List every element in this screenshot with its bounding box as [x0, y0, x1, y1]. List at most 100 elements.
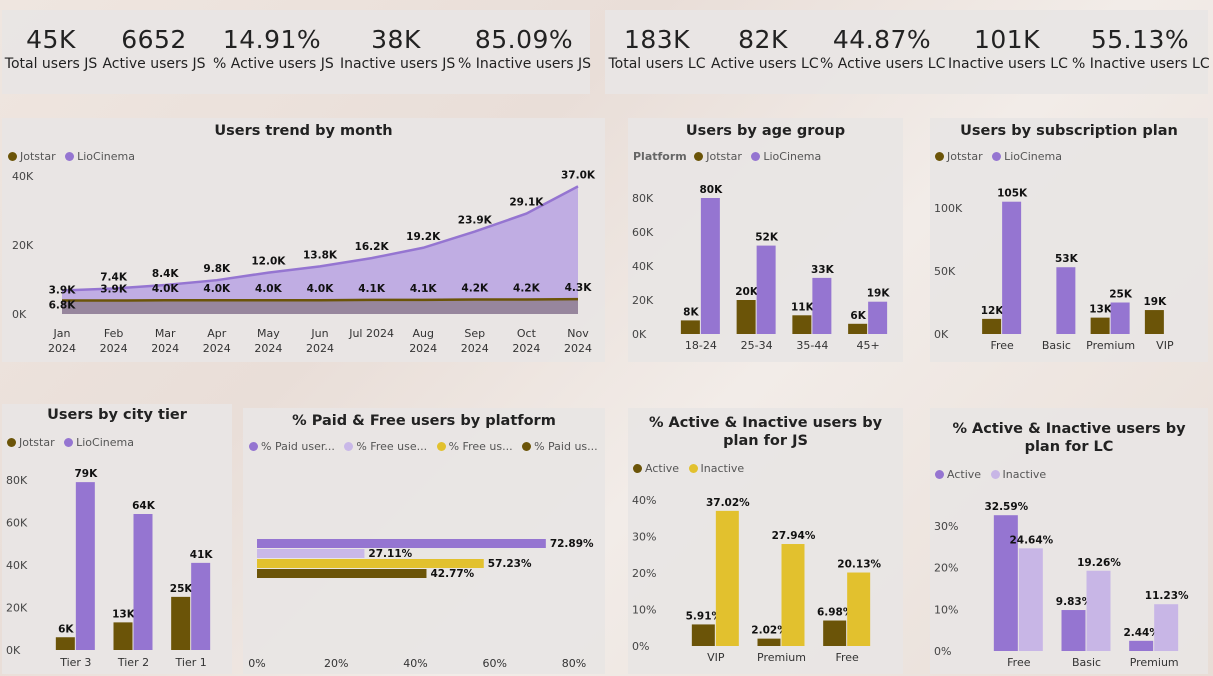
legend-item-jotstar[interactable]: Jotstar: [935, 150, 983, 163]
legend-dot: [633, 464, 642, 473]
legend-item-jotstar[interactable]: Jotstar: [694, 150, 742, 163]
bar-jotstar: [1090, 317, 1110, 334]
chart-plot: 80K 60K 40K 20K 0K 8K 80K 18-24 20K 52K 25-34 11K 33…: [632, 184, 890, 352]
legend: Jotstar LioCinema: [7, 436, 140, 449]
data-label: 79K: [74, 468, 98, 480]
legend: Jotstar LioCinema: [935, 150, 1068, 163]
data-label: 27.94%: [772, 530, 816, 542]
legend: % Paid user... % Free use... % Free us..…: [249, 440, 604, 453]
series-line-liocinema: [61, 185, 579, 292]
y-tick-label: 100K: [934, 202, 963, 215]
legend-label: LioCinema: [77, 150, 135, 163]
chart-title: % Active & Inactive users by plan for JS: [648, 415, 883, 449]
y-tick-label: 0K: [6, 644, 21, 657]
legend-item-pct-free-lc[interactable]: % Free use...: [344, 440, 427, 453]
x-tick-label: Apr: [207, 327, 227, 340]
x-tick-label: 2024: [203, 342, 231, 355]
data-label-liocinema: 16.2K: [355, 241, 390, 253]
legend-item-pct-paid-js[interactable]: % Paid us...: [522, 440, 598, 453]
data-label: 19K: [1144, 296, 1168, 308]
data-label: 33K: [811, 264, 835, 276]
data-label-liocinema: 12.0K: [251, 256, 286, 268]
legend-item-liocinema[interactable]: LioCinema: [65, 150, 135, 163]
chart-title: % Active & Inactive users by plan for LC: [952, 421, 1186, 455]
legend-dot: [751, 152, 761, 161]
x-tick-label: Jun: [310, 327, 328, 340]
x-tick-label: 2024: [564, 342, 592, 355]
data-label-liocinema: 8.4K: [152, 268, 180, 280]
y-tick-label: 10%: [632, 604, 656, 617]
chart-card-plan-lc: % Active & Inactive users by plan for LC…: [930, 408, 1208, 674]
legend-dot: [64, 438, 74, 447]
bar-liocinema: [700, 198, 720, 334]
legend-label: Active: [645, 462, 680, 475]
kpi-value: 183K: [623, 25, 691, 54]
x-tick-label: 2024: [254, 342, 282, 355]
kpi-card-js: [2, 10, 590, 94]
chart-title: Users by age group: [685, 123, 846, 139]
y-tick-label: 20K: [632, 294, 654, 307]
kpi-label: Active users JS: [102, 56, 206, 72]
x-tick-label: Jan: [53, 327, 71, 340]
x-tick-label: 2024: [100, 342, 128, 355]
legend-label: % Free use...: [356, 440, 428, 453]
data-label-jotstar: 4.3K: [565, 282, 593, 294]
kpi-card-lc: [605, 10, 1208, 94]
legend-item-active[interactable]: Active: [935, 468, 981, 481]
legend-dot: [688, 464, 698, 473]
x-tick-label: VIP: [707, 651, 725, 664]
bar--free-use-: [257, 549, 365, 558]
legend-item-pct-paid-lc[interactable]: % Paid user...: [249, 440, 335, 453]
data-label: 52K: [755, 232, 779, 244]
y-tick-label: 20%: [632, 567, 656, 580]
bar-active: [691, 624, 715, 646]
legend-label: Inactive: [700, 462, 745, 475]
x-tick-label: Free: [990, 339, 1014, 352]
data-label-liocinema: 19.2K: [406, 231, 441, 243]
legend-item-jotstar[interactable]: Jotstar: [8, 150, 56, 163]
series-line-jotstar: [62, 297, 579, 302]
y-tick-label: 40K: [6, 559, 28, 572]
kpi-label: % Active users LC: [820, 56, 946, 72]
bar-active: [757, 638, 781, 646]
data-label-liocinema: 13.8K: [303, 249, 338, 261]
legend: Jotstar LioCinema: [8, 150, 141, 163]
y-tick-label: 60K: [6, 517, 28, 530]
legend-dot: [935, 152, 944, 161]
legend-item-liocinema[interactable]: LioCinema: [751, 150, 821, 163]
legend-item-liocinema[interactable]: LioCinema: [64, 436, 134, 449]
x-tick-label: 2024: [512, 342, 540, 355]
data-label-jotstar: 4.0K: [255, 283, 283, 295]
legend-item-jotstar[interactable]: Jotstar: [7, 436, 55, 449]
data-label-jotstar: 4.0K: [307, 283, 335, 295]
kpi-label: % Inactive users LC: [1072, 56, 1210, 72]
legend-item-active[interactable]: Active: [633, 462, 679, 475]
kpi-label: Total users JS: [4, 56, 98, 72]
bar-liocinema: [812, 277, 832, 334]
legend-dot: [8, 152, 17, 161]
legend-item-liocinema[interactable]: LioCinema: [992, 150, 1062, 163]
kpi-label: Inactive users LC: [948, 56, 1068, 72]
kpi-value: 14.91%: [222, 25, 322, 54]
x-tick-label: Feb: [104, 327, 123, 340]
kpi-value: 82K: [738, 25, 788, 54]
bar-jotstar: [55, 637, 75, 650]
bar-active: [993, 515, 1018, 651]
data-label: 12K: [981, 305, 1005, 317]
bar-inactive: [1018, 548, 1043, 651]
data-label: 25K: [170, 583, 194, 595]
bar--paid-us-: [257, 569, 427, 578]
bar-jotstar: [113, 622, 133, 650]
x-tick-label: 2024: [461, 342, 489, 355]
legend-item-inactive[interactable]: Inactive: [990, 468, 1046, 481]
legend-item-pct-free-js[interactable]: % Free us...: [436, 440, 513, 453]
data-label-jotstar: 4.0K: [203, 283, 231, 295]
y-tick-label: 50K: [934, 265, 956, 278]
x-tick-label: 2024: [409, 342, 437, 355]
chart-title: Users by subscription plan: [960, 123, 1178, 139]
x-tick-label: Mar: [155, 327, 176, 340]
x-tick-label: Premium: [1130, 656, 1179, 669]
legend-dot: [344, 442, 354, 451]
chart-title: % Paid & Free users by platform: [292, 413, 556, 429]
legend-item-inactive[interactable]: Inactive: [688, 462, 745, 475]
